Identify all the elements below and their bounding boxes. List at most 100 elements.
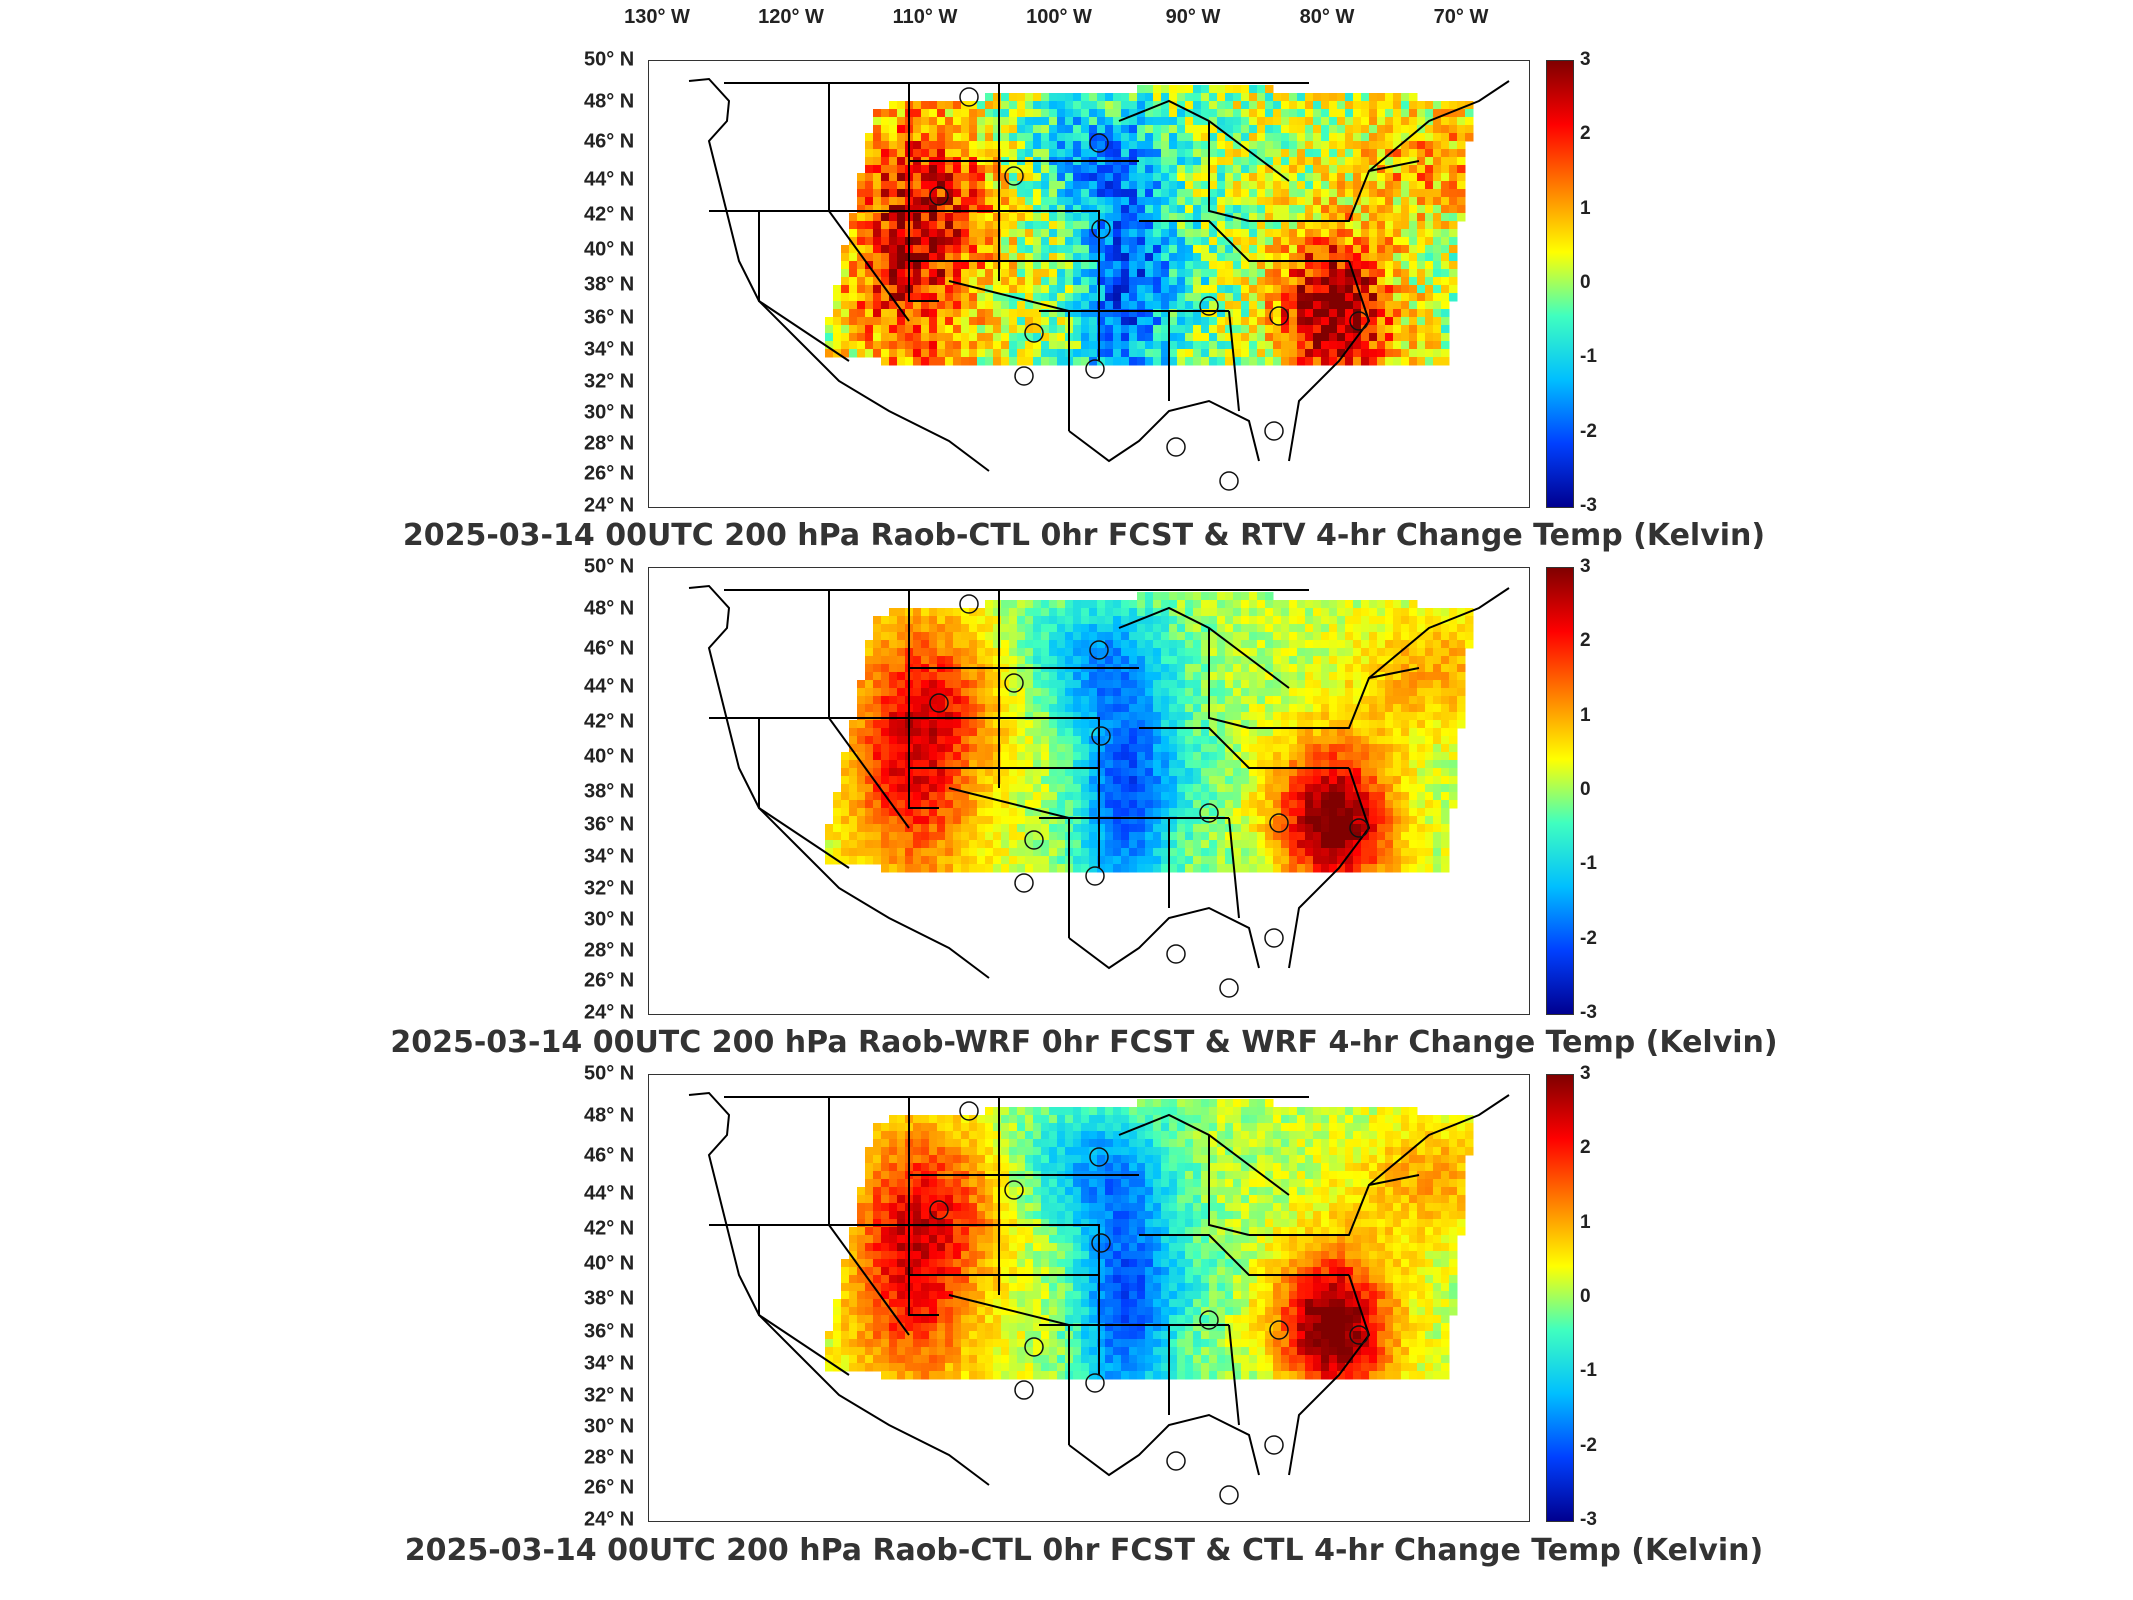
raob-station-marker <box>1089 1147 1109 1167</box>
lat-label: 26° N <box>584 462 635 485</box>
raob-station-marker <box>1004 673 1024 693</box>
lat-label: 34° N <box>584 845 635 868</box>
lat-label: 50° N <box>584 48 635 71</box>
lat-label: 46° N <box>584 637 635 660</box>
raob-station-marker <box>1166 944 1186 964</box>
raob-station-marker <box>1014 366 1034 386</box>
colorbar-tick-label: -1 <box>1580 853 1597 875</box>
colorbar-tick-label: 1 <box>1580 197 1591 219</box>
raob-station-marker <box>1024 830 1044 850</box>
lon-label: 80° W <box>1299 6 1355 28</box>
colorbar-tick-label: -3 <box>1580 495 1597 516</box>
lat-label: 24° N <box>584 1508 635 1531</box>
colorbar-tick-label: -3 <box>1580 1509 1597 1530</box>
colorbar-tick-label: -2 <box>1580 420 1597 442</box>
lat-label: 32° N <box>584 877 635 900</box>
lat-label: 44° N <box>584 168 635 191</box>
raob-station-marker <box>1091 726 1111 746</box>
colorbar-tick-label: 2 <box>1580 630 1591 652</box>
lat-label: 34° N <box>584 1352 635 1375</box>
raob-station-marker <box>1091 1233 1111 1253</box>
lat-label: 42° N <box>584 1217 635 1240</box>
raob-station-marker <box>1024 1337 1044 1357</box>
lon-label: 90° W <box>1165 6 1221 28</box>
raob-station-marker <box>1269 1320 1289 1340</box>
map-plot <box>648 567 1530 1015</box>
panel-title: 2025-03-14 00UTC 200 hPa Raob-CTL 0hr FC… <box>402 518 1766 553</box>
longitude-axis: 130° W 120° W 110° W 100° W 90° W 80° W … <box>0 0 2133 40</box>
raob-station-marker <box>1089 133 1109 153</box>
raob-station-marker <box>1264 928 1284 948</box>
lat-label: 36° N <box>584 1320 635 1343</box>
raob-station-marker <box>1349 311 1369 331</box>
lat-label: 38° N <box>584 273 635 296</box>
map-panel-2: 2025-03-14 00UTC 200 hPa Raob-WRF 0hr FC… <box>390 567 1778 1060</box>
lat-label: 34° N <box>584 338 635 361</box>
lat-label: 50° N <box>584 1062 635 1085</box>
colorbar-tick-label: 0 <box>1580 1286 1591 1307</box>
map-plot <box>648 1074 1530 1522</box>
temperature-field <box>688 1091 1510 1505</box>
lat-label: 28° N <box>584 939 635 962</box>
panel-title: 2025-03-14 00UTC 200 hPa Raob-CTL 0hr FC… <box>404 1533 1764 1568</box>
temperature-field <box>688 77 1510 491</box>
raob-station-marker <box>959 594 979 614</box>
colorbar <box>1546 60 1574 508</box>
raob-station-marker <box>1004 166 1024 186</box>
colorbar <box>1546 567 1574 1015</box>
raob-station-marker <box>1269 813 1289 833</box>
colorbar <box>1546 1074 1574 1522</box>
colorbar-tick-label: 2 <box>1580 1137 1591 1159</box>
raob-station-marker <box>1219 471 1239 491</box>
lon-label: 130° W <box>624 6 690 28</box>
colorbar-tick-label: 1 <box>1580 704 1591 726</box>
lat-label: 44° N <box>584 675 635 698</box>
raob-station-marker <box>1014 1380 1034 1400</box>
lat-label: 44° N <box>584 1182 635 1205</box>
raob-station-marker <box>1014 873 1034 893</box>
lat-label: 48° N <box>584 90 635 113</box>
raob-station-marker <box>1085 359 1105 379</box>
temperature-field <box>688 584 1510 998</box>
lat-label: 30° N <box>584 1415 635 1438</box>
lat-label: 40° N <box>584 745 635 768</box>
lat-label: 36° N <box>584 306 635 329</box>
raob-station-marker <box>1091 219 1111 239</box>
colorbar-tick-label: 1 <box>1580 1211 1591 1233</box>
raob-station-marker <box>929 693 949 713</box>
lat-label: 42° N <box>584 710 635 733</box>
raob-station-marker <box>959 1101 979 1121</box>
raob-station-marker <box>1219 978 1239 998</box>
lat-label: 32° N <box>584 370 635 393</box>
lat-label: 32° N <box>584 1384 635 1407</box>
raob-station-marker <box>1219 1485 1239 1505</box>
lon-label: 70° W <box>1433 6 1489 28</box>
lon-label: 110° W <box>892 6 958 28</box>
colorbar-tick-label: 3 <box>1580 49 1591 70</box>
lat-label: 30° N <box>584 401 635 424</box>
lat-label: 48° N <box>584 1104 635 1127</box>
raob-station-marker <box>1166 437 1186 457</box>
colorbar-tick-label: 3 <box>1580 556 1591 577</box>
lat-label: 40° N <box>584 238 635 261</box>
raob-station-marker <box>959 87 979 107</box>
lat-label: 40° N <box>584 1252 635 1275</box>
raob-station-marker <box>1166 1451 1186 1471</box>
map-panel-1: 2025-03-14 00UTC 200 hPa Raob-CTL 0hr FC… <box>0 0 2133 560</box>
lat-label: 48° N <box>584 597 635 620</box>
lat-label: 46° N <box>584 1144 635 1167</box>
raob-station-marker <box>1024 323 1044 343</box>
raob-station-marker <box>1264 421 1284 441</box>
lat-label: 38° N <box>584 1287 635 1310</box>
colorbar-tick-label: -2 <box>1580 927 1597 949</box>
lat-label: 26° N <box>584 969 635 992</box>
lat-label: 42° N <box>584 203 635 226</box>
lat-label: 38° N <box>584 780 635 803</box>
map-plot <box>648 60 1530 508</box>
lat-label: 36° N <box>584 813 635 836</box>
lat-label: 28° N <box>584 432 635 455</box>
raob-station-marker <box>929 186 949 206</box>
raob-station-marker <box>1199 296 1219 316</box>
lat-label: 28° N <box>584 1446 635 1469</box>
